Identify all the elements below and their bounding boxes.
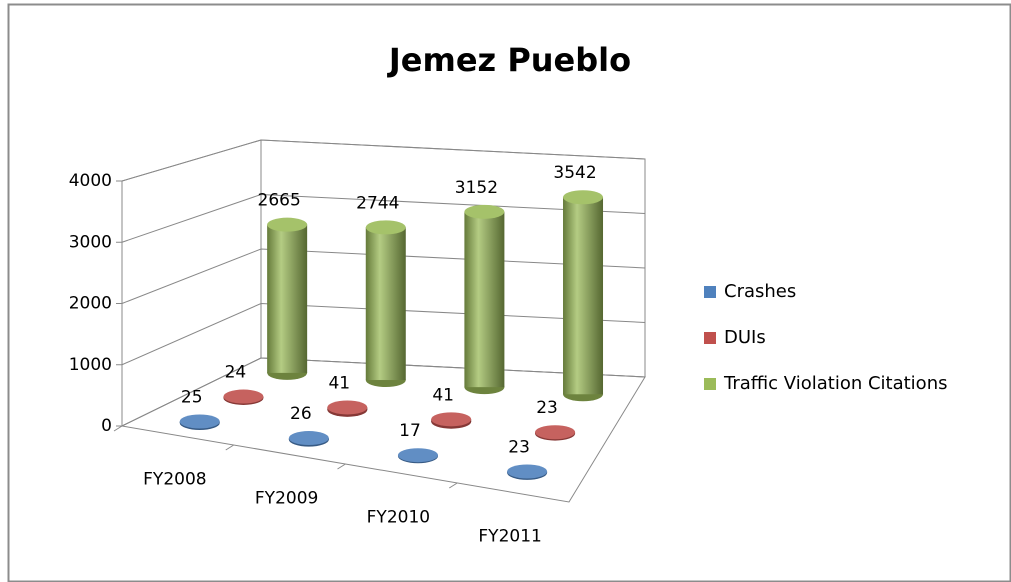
data-label: 41	[328, 373, 350, 393]
y-tick-label: 1000	[69, 355, 112, 375]
data-label: 3542	[553, 163, 596, 183]
cylinder	[288, 431, 329, 447]
grid-line	[121, 193, 646, 243]
y-tick-label: 2000	[69, 294, 112, 314]
cylinder-body	[365, 227, 406, 381]
cylinder-top	[223, 389, 264, 404]
chart-title: Jemez Pueblo	[387, 41, 631, 79]
x-tick-mark	[225, 444, 235, 451]
cylinder	[327, 400, 368, 417]
legend-swatch	[704, 378, 716, 390]
cylinder-body	[563, 197, 604, 395]
data-label: 17	[399, 421, 421, 441]
cylinder-top	[535, 425, 576, 440]
legend-label: Crashes	[724, 281, 796, 302]
cylinder	[431, 412, 472, 429]
legend-swatch	[704, 332, 716, 344]
cylinder-body	[464, 211, 505, 388]
cylinder-top	[179, 414, 220, 429]
x-tick-mark	[448, 482, 458, 489]
cylinder-top	[267, 217, 308, 232]
grid-line	[121, 357, 646, 427]
cylinder-top	[431, 412, 472, 427]
data-label: 25	[181, 387, 203, 407]
cylinder	[397, 448, 438, 464]
data-label: 3152	[455, 178, 498, 198]
data-label: 23	[536, 398, 558, 418]
x-tick-label: FY2010	[367, 508, 430, 528]
cylinder-top	[327, 400, 368, 415]
cylinder	[563, 190, 604, 402]
grid-line	[121, 139, 646, 182]
data-label: 23	[508, 437, 530, 457]
x-tick-label: FY2011	[478, 527, 541, 547]
grid-line	[121, 248, 646, 304]
data-label: 2665	[258, 191, 301, 211]
cylinder	[507, 464, 548, 480]
y-tick-label: 4000	[69, 171, 112, 191]
x-tick-mark	[337, 463, 346, 470]
x-tick-label: FY2008	[143, 470, 206, 490]
cylinder	[179, 414, 220, 430]
x-tick-mark	[113, 425, 123, 432]
legend-label: Traffic Violation Citations	[723, 373, 947, 394]
legend-swatch	[704, 286, 716, 298]
data-label: 41	[432, 385, 454, 405]
cylinder-top	[397, 448, 438, 463]
cylinder-top	[507, 464, 548, 479]
cylinder	[464, 204, 505, 395]
cylinder	[223, 389, 264, 405]
cylinder	[535, 425, 576, 441]
data-label: 2744	[356, 193, 399, 213]
x-tick-label: FY2009	[255, 489, 318, 509]
data-label: 24	[225, 363, 247, 383]
y-tick-label: 3000	[69, 232, 112, 252]
cylinder	[365, 220, 406, 388]
cylinder-top	[365, 220, 406, 235]
y-tick-label: 0	[101, 416, 112, 436]
data-label: 26	[290, 404, 312, 424]
cylinder-top	[464, 204, 505, 219]
grid-line	[121, 302, 646, 366]
cylinder-top	[563, 190, 604, 205]
cylinder	[267, 217, 308, 380]
cylinder-body	[267, 224, 308, 373]
legend-label: DUIs	[724, 327, 766, 348]
cylinder-top	[288, 431, 329, 446]
